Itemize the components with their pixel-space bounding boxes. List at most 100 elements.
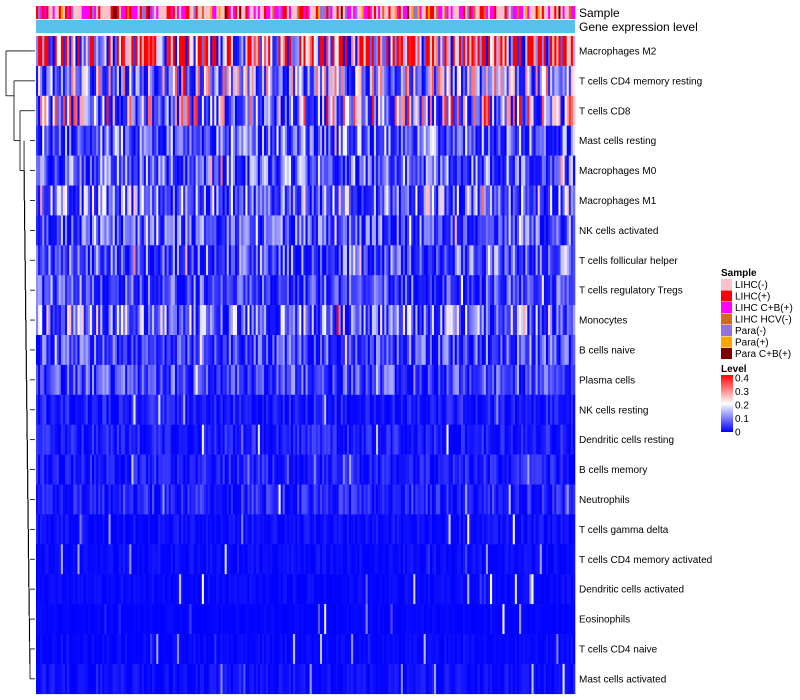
heatmap-cell [160,514,163,545]
heatmap-cell [541,424,545,455]
heatmap-cell [322,155,325,186]
heatmap-cell [475,275,478,306]
heatmap-cell [417,125,420,156]
heatmap-cell [357,155,360,186]
heatmap-cell [367,65,371,97]
heatmap-cell [125,424,128,455]
heatmap-cell [286,215,290,246]
heatmap-cell [390,36,393,67]
heatmap-cell [278,215,281,246]
heatmap-cell [152,544,155,575]
heatmap-cell [562,125,565,156]
heatmap-cell [405,424,408,455]
heatmap-cell [54,305,58,336]
heatmap-cell [85,95,89,126]
heatmap-cell [222,305,225,336]
heatmap-cell [519,125,522,156]
heatmap-cell [195,275,198,306]
heatmap-cell [288,305,292,336]
heatmap-cell [361,155,364,186]
heatmap-cell [216,215,219,246]
heatmap-cell [421,275,424,306]
heatmap-cell [150,484,153,515]
heatmap-cell [193,394,196,425]
sample-annotation-cell [371,6,375,19]
heatmap-cell [73,245,76,276]
heatmap-cell [295,245,298,276]
heatmap-cell [40,215,43,246]
heatmap-cell [162,36,165,67]
heatmap-cell [85,454,89,485]
heatmap-cell [268,155,271,186]
heatmap-cell [199,454,203,485]
heatmap-cell [521,544,524,575]
heatmap-cell [545,36,549,67]
heatmap-cell [369,65,373,97]
heatmap-cell [203,394,207,425]
heatmap-cell [514,335,518,366]
heatmap-cell [168,95,172,126]
heatmap-cell [543,245,547,276]
heatmap-cell [556,305,559,336]
heatmap-cell [42,394,45,425]
heatmap-cell [94,65,97,97]
heatmap-cell [170,125,174,156]
heatmap-cell [288,65,292,97]
heatmap-cell [42,125,45,156]
heatmap-cell [150,364,153,396]
heatmap-cell [71,305,74,336]
heatmap-cell [276,95,279,126]
heatmap-cell [405,36,408,67]
sample-annotation-cell [85,6,89,19]
heatmap-cell [77,155,80,186]
heatmap-cell [533,364,536,396]
sample-annotation-cell [259,6,263,19]
heatmap-cell [69,364,72,396]
heatmap-cell [91,36,95,67]
heatmap-cell [373,364,377,396]
sample-annotation-cell [276,6,279,19]
heatmap-cell [467,155,470,186]
heatmap-cell [235,424,238,455]
heatmap-cell [297,454,300,485]
heatmap-cell [452,305,456,336]
heatmap-cell [168,36,172,67]
heatmap-cell [237,544,240,575]
heatmap-cell [181,36,184,67]
heatmap-cell [89,36,93,67]
sample-annotation-cell [502,6,505,19]
heatmap-cell [143,454,147,485]
heatmap-cell [46,544,49,575]
heatmap-cell [353,245,356,276]
heatmap-cell [133,305,136,336]
heatmap-cell [286,484,290,515]
heatmap-cell [214,424,217,455]
heatmap-cell [56,36,60,67]
heatmap-cell [450,65,453,97]
heatmap-cell [344,335,348,366]
heatmap-cell [365,394,368,425]
heatmap-cell [448,335,451,366]
heatmap-cell [388,394,391,425]
heatmap-cell [431,424,435,455]
heatmap-cell [114,275,118,306]
heatmap-cell [552,484,555,515]
heatmap-cell [228,305,232,336]
heatmap-cell [98,245,101,276]
heatmap-cell [481,245,485,276]
heatmap-cell [247,514,250,545]
heatmap-cell [131,95,134,126]
heatmap-cell [415,305,418,336]
heatmap-cell [369,514,373,545]
heatmap-cell [545,335,549,366]
heatmap-cell [405,215,408,246]
heatmap-cell [257,454,261,485]
heatmap-cell [572,335,576,366]
heatmap-cell [131,155,134,186]
heatmap-cell [110,394,113,425]
heatmap-cell [228,155,232,186]
heatmap-cell [431,215,435,246]
heatmap-cell [529,394,532,425]
heatmap-cell [222,95,225,126]
heatmap-cell [245,514,248,545]
